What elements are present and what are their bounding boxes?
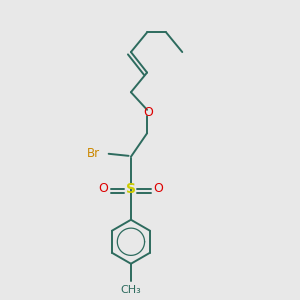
Text: O: O [99, 182, 109, 196]
Text: CH₃: CH₃ [121, 285, 141, 295]
Text: O: O [153, 182, 163, 196]
Text: O: O [143, 106, 153, 119]
Text: S: S [126, 182, 136, 196]
Text: Br: Br [87, 147, 100, 160]
